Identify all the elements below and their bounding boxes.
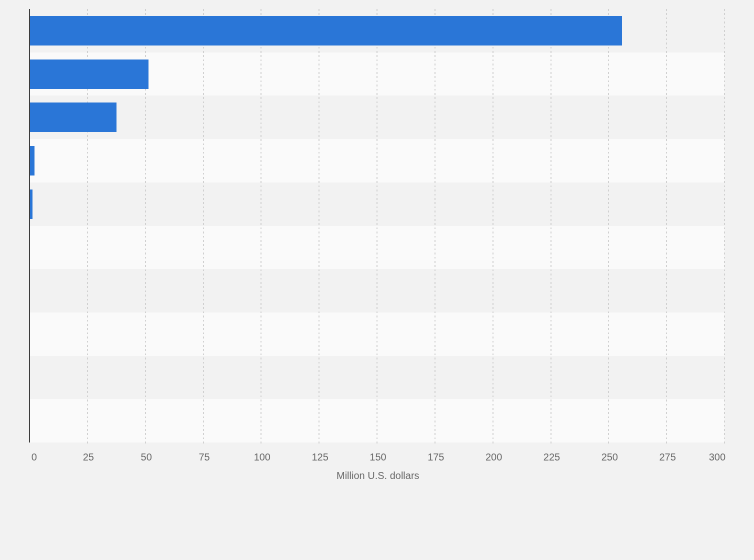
svg-text:175: 175 [428, 452, 445, 463]
svg-text:275: 275 [659, 452, 676, 463]
svg-text:200: 200 [485, 452, 502, 463]
svg-text:225: 225 [543, 452, 560, 463]
svg-text:250: 250 [601, 452, 618, 463]
svg-text:25: 25 [83, 452, 95, 463]
svg-text:100: 100 [254, 452, 271, 463]
svg-text:125: 125 [312, 452, 329, 463]
svg-text:300: 300 [709, 452, 726, 463]
svg-text:150: 150 [370, 452, 387, 463]
svg-text:0: 0 [31, 452, 37, 463]
svg-text:50: 50 [141, 452, 153, 463]
svg-text:75: 75 [199, 452, 211, 463]
svg-text:Million U.S. dollars: Million U.S. dollars [336, 471, 419, 482]
